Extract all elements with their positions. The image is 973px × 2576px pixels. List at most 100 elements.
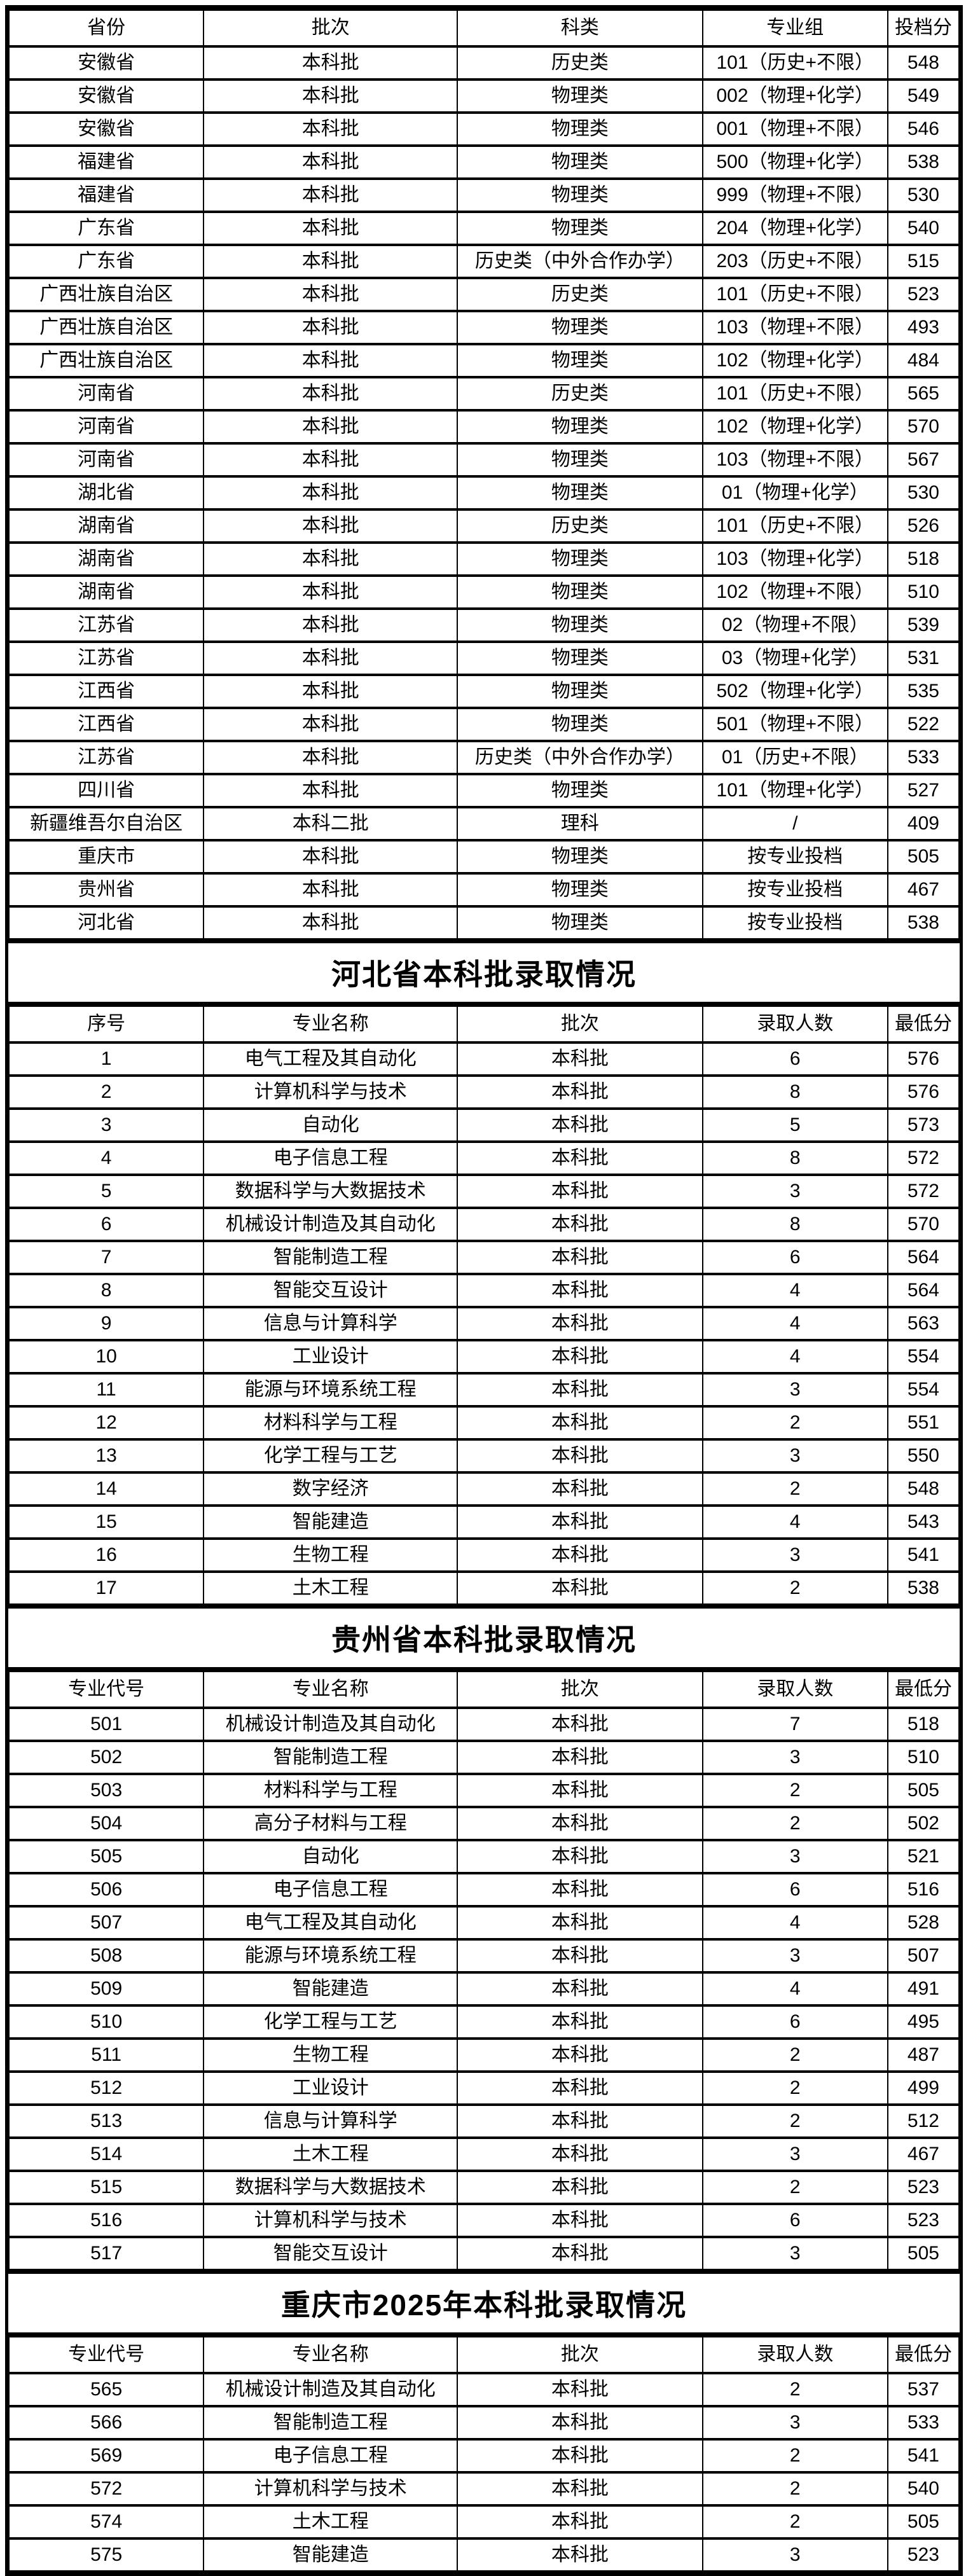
table-cell: 按专业投档 [701,872,888,908]
table-cell: 物理类 [457,78,703,114]
table-cell: 湖北省 [8,475,205,511]
table-row: 福建省 本科批 物理类 999（物理+不限） 530 [8,177,960,213]
table-cell: 计算机科学与技术 [203,2203,459,2238]
guizhou-table-body: 501 机械设计制造及其自动化 本科批 7 518 502 智能制造工程 本科批 3 510 503… [8,1707,960,2271]
table-cell: 电子信息工程 [203,2438,459,2474]
table-cell: 508 [8,1938,205,1974]
table-cell: 502 [887,1806,960,1841]
table-cell: 高分子材料与工程 [203,1806,459,1841]
table-cell: 本科批 [457,1207,703,1242]
table-row: 湖南省 本科批 历史类 101（历史+不限） 526 [8,508,960,544]
table-cell: 3 [701,2537,888,2573]
table-cell: 572 [8,2471,205,2507]
table-cell: 01（物理+化学） [701,475,888,511]
table-cell: 565 [887,376,960,412]
table-cell: 103（物理+不限） [701,442,888,478]
table-row: 507 电气工程及其自动化 本科批 4 528 [8,1905,960,1941]
table-cell: 本科批 [203,641,459,676]
table-row: 566 智能制造工程 本科批 3 533 [8,2405,960,2441]
table-cell: 机械设计制造及其自动化 [203,1707,459,1742]
column-header: 序号 [8,1004,205,1044]
column-header: 最低分 [887,1004,960,1044]
table-row: 7 智能制造工程 本科批 6 564 [8,1240,960,1275]
table-cell: 本科批 [457,2236,703,2271]
table-cell: 本科批 [203,541,459,577]
table-cell: 物理类 [457,773,703,808]
table-cell: 2 [701,2504,888,2540]
table-cell: 569 [8,2438,205,2474]
table-row: 安徽省 本科批 物理类 001（物理+不限） 546 [8,111,960,147]
table-cell: 四川省 [8,773,205,808]
table-cell: 2 [701,2372,888,2407]
table-cell: 本科批 [457,2372,703,2407]
table-cell: 6 [701,1872,888,1908]
section-hebei: 河北省本科批录取情况 序号 专业名称 批次 录取人数 最低分 1 电气工程及其自动化 本科批… [8,941,960,1606]
table-cell: 工业设计 [203,1339,459,1375]
table-cell: 物理类 [457,872,703,908]
table-cell: 物理类 [457,541,703,577]
table-cell: 本科批 [457,2070,703,2106]
table-row: 10 工业设计 本科批 4 554 [8,1339,960,1375]
table-cell: 安徽省 [8,45,205,81]
table-cell: 467 [887,872,960,908]
table-cell: 533 [887,2405,960,2441]
table-cell: 4 [701,1905,888,1941]
table-row: 广东省 本科批 历史类（中外合作办学） 203（历史+不限） 515 [8,244,960,279]
table-cell: 491 [887,1971,960,2007]
table-cell: 湖南省 [8,508,205,544]
table-row: 14 数字经济 本科批 2 548 [8,1471,960,1507]
table-cell: 数据科学与大数据技术 [203,2170,459,2205]
table-cell: 540 [887,2471,960,2507]
table-row: 河南省 本科批 物理类 103（物理+不限） 567 [8,442,960,478]
table-cell: 522 [887,707,960,742]
column-header: 批次 [203,8,459,48]
table-cell: 518 [887,541,960,577]
table-cell: 526 [887,508,960,544]
section-title-hebei: 河北省本科批录取情况 [8,941,960,1004]
table-row: 514 土木工程 本科批 3 467 [8,2136,960,2172]
table-cell: 572 [887,1174,960,1209]
table-cell: 江苏省 [8,641,205,676]
table-cell: 505 [887,839,960,875]
header-row: 专业代号 专业名称 批次 录取人数 最低分 [8,1670,960,1709]
table-cell: 江苏省 [8,607,205,643]
table-cell: 563 [887,1306,960,1341]
table-cell: 549 [887,78,960,114]
table-cell: 2 [701,2170,888,2205]
table-cell: 512 [887,2103,960,2139]
header-row: 序号 专业名称 批次 录取人数 最低分 [8,1004,960,1044]
table-cell: 材料科学与工程 [203,1405,459,1441]
table-cell: 重庆市 [8,839,205,875]
column-header: 录取人数 [701,2335,888,2374]
table-cell: 工业设计 [203,2070,459,2106]
table-cell: 513 [8,2103,205,2139]
table-cell: 按专业投档 [701,905,888,941]
table-row: 509 智能建造 本科批 4 491 [8,1971,960,2007]
table-cell: 533 [887,740,960,775]
table-cell: 河南省 [8,409,205,445]
table-cell: 507 [8,1905,205,1941]
table-cell: 103（物理+不限） [701,310,888,345]
table-cell: 本科批 [203,144,459,180]
table-cell: 2 [701,2438,888,2474]
table-row: 8 智能交互设计 本科批 4 564 [8,1273,960,1308]
table-cell: 570 [887,1207,960,1242]
column-header: 专业名称 [203,2335,459,2374]
table-cell: 河南省 [8,376,205,412]
chongqing-table-header: 专业代号 专业名称 批次 录取人数 最低分 [8,2335,960,2374]
table-cell: 5 [701,1107,888,1143]
table-cell: 本科批 [203,376,459,412]
table-cell: 999（物理+不限） [701,177,888,213]
table-cell: 3 [701,1372,888,1408]
table-cell: 3 [701,2405,888,2441]
table-cell: 550 [887,1438,960,1474]
table-cell: 505 [887,1773,960,1808]
table-cell: 530 [887,475,960,511]
table-cell: 2 [8,1074,205,1110]
table-cell: 本科批 [457,1306,703,1341]
table-row: 江苏省 本科批 物理类 03（物理+化学） 531 [8,641,960,676]
table-cell: 本科批 [457,1041,703,1077]
table-cell: 509 [8,1971,205,2007]
table-cell: 本科批 [457,2103,703,2139]
table-cell: 4 [701,1273,888,1308]
